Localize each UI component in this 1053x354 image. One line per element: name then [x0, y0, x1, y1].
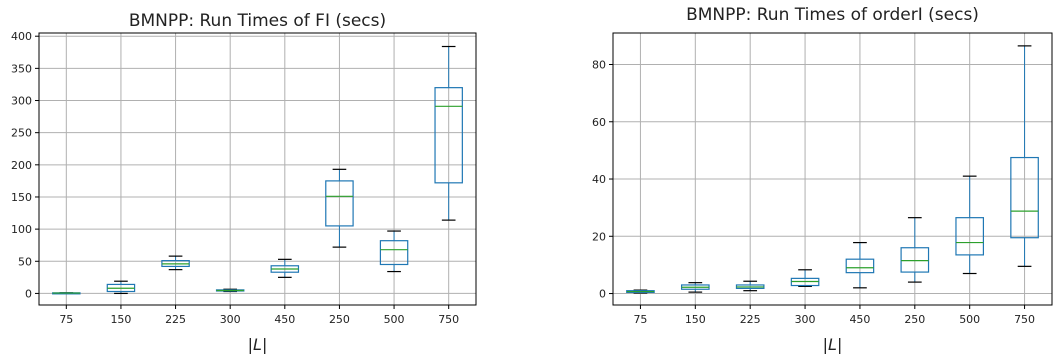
x-tick-label: 500: [384, 313, 405, 326]
plot-frame: [38, 32, 477, 306]
y-tick-label: 80: [592, 58, 606, 71]
x-tick-label: 750: [438, 313, 459, 326]
y-tick-label: 250: [11, 127, 32, 140]
y-tick-label: 350: [11, 62, 32, 75]
boxplot-75: [626, 289, 655, 294]
boxplot-450: [845, 241, 875, 289]
boxplot-75: [52, 292, 81, 295]
x-axis-label: |L|: [248, 335, 268, 354]
iqr-box: [434, 87, 463, 184]
iqr-box: [955, 217, 985, 256]
chart-fi-run-times: BMNPP: Run Times of FI (secs) 0 50 100 150 20…: [11, 11, 477, 354]
iqr-box: [379, 240, 409, 266]
x-axis-label: |L|: [823, 335, 843, 354]
boxplot-225: [735, 280, 765, 292]
boxplot-150: [106, 280, 136, 295]
boxplot-150: [680, 282, 710, 293]
x-tick-label: 750: [1014, 313, 1035, 326]
y-tick-label: 50: [18, 255, 32, 268]
y-tick-label: 60: [592, 116, 606, 129]
x-tick-label: 225: [165, 313, 186, 326]
x-tick-label: 450: [274, 313, 295, 326]
chart-title: BMNPP: Run Times of FI (secs): [129, 11, 386, 31]
boxplot-250: [900, 217, 930, 283]
y-tick-label: 150: [11, 191, 32, 204]
boxplot-225: [161, 255, 190, 271]
boxplot-300: [215, 288, 245, 293]
boxplot-300: [790, 269, 820, 287]
x-tick-label: 300: [795, 313, 816, 326]
x-tick-label: 450: [849, 313, 870, 326]
x-tick-label: 250: [329, 313, 350, 326]
x-tick-label: 150: [110, 313, 131, 326]
y-tick-label: 40: [592, 173, 606, 186]
x-tick-label: 75: [59, 313, 73, 326]
y-tick-label: 20: [592, 230, 606, 243]
x-tick-label: 300: [220, 313, 241, 326]
x-tick-label: 75: [633, 313, 647, 326]
chart-orderi-run-times: BMNPP: Run Times of orderI (secs) 0 20 40 60…: [592, 5, 1053, 354]
y-tick-label: 400: [11, 30, 32, 43]
y-tick-label: 0: [25, 287, 32, 300]
chart-title: BMNPP: Run Times of orderI (secs): [686, 5, 979, 25]
y-tick-label: 300: [11, 95, 32, 108]
boxplot-250: [325, 168, 354, 248]
boxplot-450: [270, 258, 300, 278]
y-tick-label: 100: [11, 223, 32, 236]
plot-frame: [612, 32, 1053, 306]
boxplot-750: [1010, 45, 1039, 267]
boxplot-750: [434, 45, 463, 221]
iqr-box: [900, 247, 930, 273]
y-tick-label: 0: [599, 288, 606, 301]
y-tick-label: 200: [11, 159, 32, 172]
boxplot-500: [955, 175, 985, 275]
iqr-box: [325, 180, 354, 227]
boxplot-500: [379, 230, 409, 273]
x-tick-label: 500: [959, 313, 980, 326]
x-tick-label: 250: [904, 313, 925, 326]
iqr-box: [845, 258, 875, 274]
x-tick-label: 225: [740, 313, 761, 326]
x-tick-label: 150: [685, 313, 706, 326]
iqr-box: [1010, 156, 1039, 239]
